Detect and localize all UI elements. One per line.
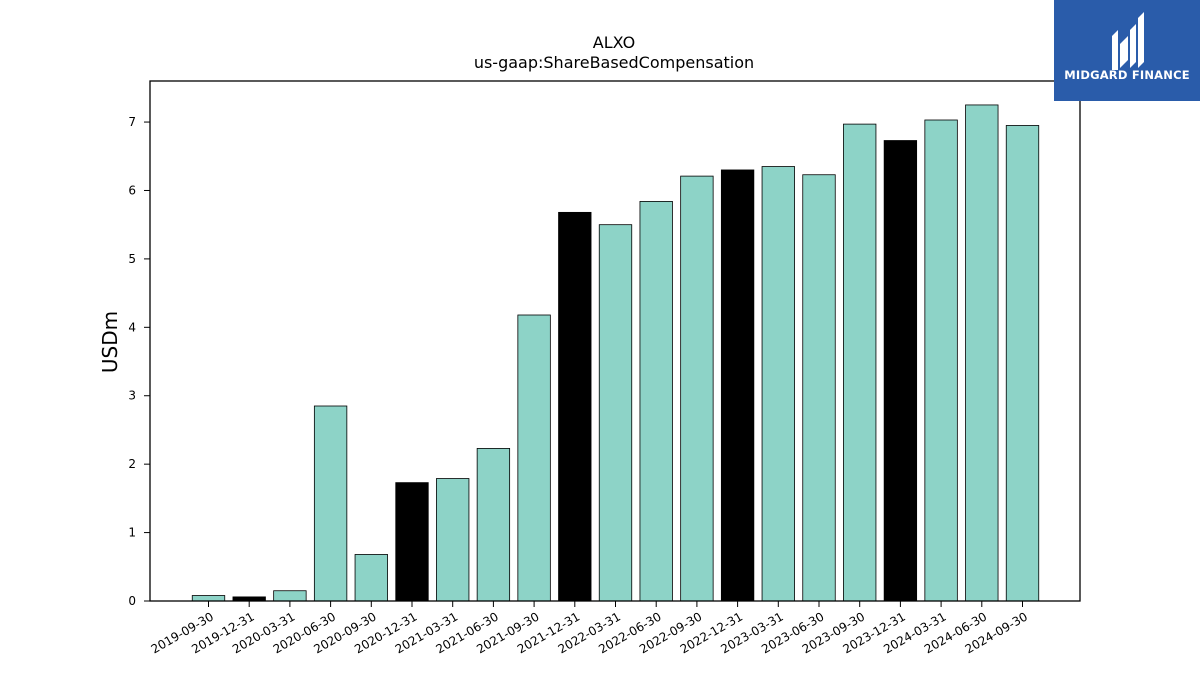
x-axis-ticks: 2019-09-302019-12-312020-03-312020-06-30… [149,601,1030,656]
logo-mark-icon [1054,0,1200,101]
bar-2024-03-31 [924,119,958,602]
bar-2022-03-31 [598,224,633,602]
bar-2024-06-30 [965,104,999,602]
y-tick-label: 4 [128,320,136,334]
bar-2020-03-31 [273,590,307,602]
bar-2023-03-31 [761,166,795,602]
y-tick-label: 6 [128,183,136,197]
bar-2021-06-30 [476,448,511,602]
bar-2021-09-30 [517,314,551,602]
chart-subtitle: us-gaap:ShareBasedCompensation [474,53,754,72]
y-tick-label: 7 [128,115,136,129]
y-tick-label: 3 [128,389,136,403]
bars-group [191,104,1040,602]
logo-text: MIDGARD FINANCE [1064,68,1190,82]
plot-frame [149,80,1081,602]
bar-2019-09-30 [191,595,226,602]
bar-2021-12-31 [558,211,592,602]
midgard-finance-logo: MIDGARD FINANCE [1054,0,1200,101]
bar-2022-06-30 [639,201,673,602]
bar-2023-09-30 [843,123,877,602]
y-tick-label: 2 [128,457,136,471]
y-tick-label: 5 [128,252,136,266]
bar-2022-12-31 [720,169,755,602]
bar-2022-09-30 [680,175,714,602]
bar-2020-09-30 [354,554,388,602]
bar-2020-06-30 [313,405,348,602]
y-tick-label: 0 [128,594,136,608]
bar-2023-12-31 [883,140,918,602]
bar-2023-06-30 [802,174,836,602]
bar-2021-03-31 [436,478,470,602]
y-axis-label: USDm [98,311,122,373]
y-axis-ticks: 0 1 2 3 4 5 6 7 [128,115,150,608]
bar-2024-09-30 [1005,125,1040,602]
chart-title: ALXO [593,33,635,52]
y-tick-label: 1 [128,526,136,540]
bar-2020-12-31 [395,482,429,602]
